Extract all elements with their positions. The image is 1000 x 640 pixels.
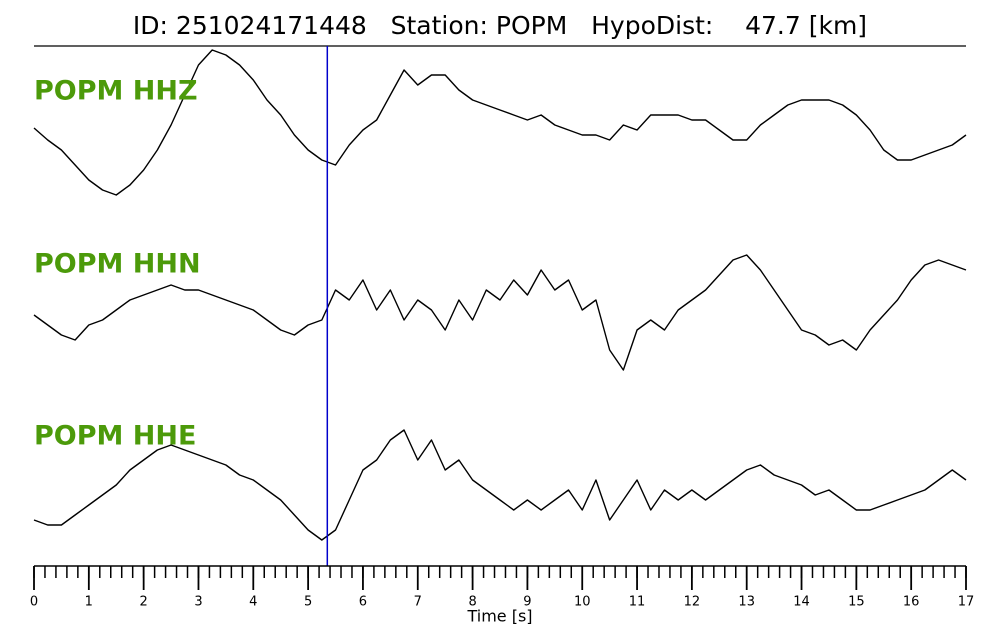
x-tick-label: 17 <box>958 595 975 610</box>
trace <box>33 429 967 541</box>
x-tick-label: 8 <box>468 595 476 610</box>
x-tick-label: 10 <box>574 595 591 610</box>
x-tick-label: 15 <box>848 595 865 610</box>
trace-label: POPM HHZ <box>34 76 198 107</box>
trace <box>33 254 967 371</box>
x-tick-label: 6 <box>359 595 367 610</box>
x-tick-label: 3 <box>194 595 202 610</box>
x-tick-label: 11 <box>629 595 646 610</box>
x-tick-label: 5 <box>304 595 312 610</box>
x-tick-label: 14 <box>793 595 810 610</box>
x-tick-label: 16 <box>903 595 920 610</box>
chart-title: ID: 251024171448 Station: POPM HypoDist:… <box>133 11 867 40</box>
trace-label: POPM HHE <box>34 421 196 452</box>
trace-label: POPM HHN <box>34 249 201 280</box>
x-axis-label: Time [s] <box>466 607 532 626</box>
trace <box>33 49 967 196</box>
x-tick-label: 1 <box>85 595 93 610</box>
x-tick-label: 13 <box>738 595 755 610</box>
x-tick-label: 12 <box>684 595 701 610</box>
x-tick-label: 7 <box>414 595 422 610</box>
x-tick-label: 0 <box>30 595 38 610</box>
x-tick-label: 4 <box>249 595 257 610</box>
x-tick-label: 2 <box>140 595 148 610</box>
x-tick-label: 9 <box>523 595 531 610</box>
